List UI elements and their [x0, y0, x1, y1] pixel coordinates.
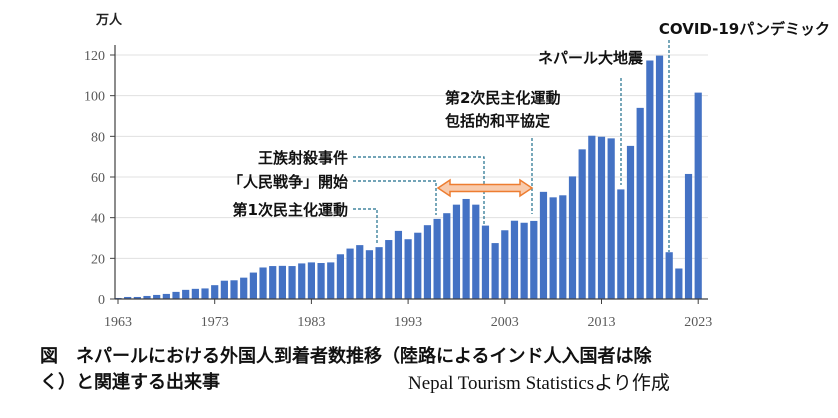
annotation-peoples-war: 「人民戦争」開始: [228, 173, 348, 191]
bar-1971: [191, 288, 199, 299]
bar-2000: [472, 204, 480, 299]
annotation-lines: [353, 40, 670, 252]
bar-2009: [559, 195, 567, 299]
bar-2022: [684, 173, 693, 299]
conflict-period-arrow: [436, 178, 534, 198]
bar-1974: [220, 280, 228, 299]
bar-2002: [491, 243, 499, 299]
caption-line2: く）と関連する出来事: [40, 372, 220, 393]
y-tick-label: 20: [91, 252, 105, 267]
bar-1982: [298, 263, 306, 299]
royal-line: [353, 156, 485, 225]
x-tick-label: 2013: [588, 315, 616, 330]
bar-2003: [501, 230, 509, 299]
annotation-democracy1: 第1次民主化運動: [233, 201, 348, 219]
bar-1968: [162, 293, 170, 299]
bar-2019: [655, 55, 664, 299]
bar-1981: [288, 266, 296, 299]
bar-2001: [481, 225, 490, 299]
bar-1975: [230, 280, 238, 299]
bar-1979: [269, 266, 277, 299]
bar-1970: [182, 289, 190, 299]
annotation-earthquake: ネパール大地震: [538, 49, 644, 67]
x-tick-label: 2003: [491, 315, 519, 330]
peoples-war-line: [353, 180, 437, 215]
y-tick-label: 100: [84, 90, 105, 105]
bar-1993: [404, 239, 412, 299]
bar-1999: [462, 198, 470, 299]
bar-2014: [607, 138, 615, 299]
caption-line1: 図 ネパールにおける外国人到着者数推移（陸路によるインド人入国者は除: [40, 346, 652, 367]
bar-2020: [665, 252, 673, 299]
bar-1984: [317, 263, 325, 299]
annotation-covid: COVID-19パンデミック: [659, 20, 830, 38]
bar-2021: [675, 268, 683, 299]
bar-1990: [375, 247, 383, 299]
bar-1977: [249, 272, 257, 299]
bar-1978: [259, 267, 267, 299]
bar-1973: [211, 285, 219, 299]
bar-2012: [588, 135, 596, 299]
bar-1986: [336, 254, 345, 299]
caption-source: Nepal Tourism Statisticsより作成: [408, 373, 670, 394]
bar-1980: [278, 265, 286, 299]
annotation-royal: 王族射殺事件: [258, 149, 348, 167]
bar-2017: [636, 107, 644, 299]
annotation-democracy2: 第2次民主化運動: [445, 89, 560, 107]
bar-2018: [646, 60, 654, 299]
bar-2013: [597, 136, 606, 299]
bar-1967: [153, 294, 161, 299]
bar-1966: [143, 295, 151, 299]
bar-2015: [617, 189, 625, 299]
bar-1991: [385, 240, 393, 299]
bar-2005: [520, 222, 528, 299]
y-tick-label: 60: [91, 171, 105, 186]
democracy1-line: [353, 208, 378, 245]
bar-1983: [307, 262, 315, 299]
bar-1996: [433, 218, 441, 299]
bar-1988: [356, 245, 364, 299]
bar-1995: [423, 225, 432, 299]
y-tick-label: 80: [91, 130, 105, 145]
bar-1965: [133, 296, 141, 299]
bar-1985: [327, 262, 335, 299]
bar-1987: [346, 248, 354, 299]
x-tick-label: 1983: [297, 315, 325, 330]
y-tick-label: 0: [98, 293, 105, 308]
bar-1976: [240, 277, 248, 299]
bar-2023: [694, 92, 702, 299]
bar-2006: [530, 220, 538, 299]
y-tick-label: 120: [84, 49, 105, 64]
bar-2008: [549, 197, 557, 299]
bar-1972: [201, 288, 209, 299]
x-tick-label: 1973: [201, 315, 229, 330]
bar-2011: [578, 149, 586, 299]
bar-1994: [414, 232, 422, 299]
bar-2004: [510, 220, 519, 299]
bar-2016: [626, 145, 635, 299]
x-tick-label: 1993: [394, 315, 422, 330]
bar-1998: [452, 204, 461, 299]
y-axis-unit: 万人: [95, 12, 123, 28]
bar-2007: [539, 191, 548, 299]
x-tick-label: 1963: [104, 315, 132, 330]
bar-1997: [443, 213, 451, 299]
bar-1969: [172, 291, 180, 299]
bar-1989: [365, 250, 374, 299]
bar-chart: 1963 1973 1983 1993 2003 2013 2023 0 20 40 60 80 10…: [84, 12, 830, 330]
bar-2010: [568, 176, 577, 299]
bar-1992: [394, 230, 403, 299]
y-tick-label: 40: [91, 212, 105, 227]
bar-1964: [124, 296, 132, 299]
annotation-peace: 包括的和平協定: [445, 112, 550, 130]
x-tick-label: 2023: [684, 315, 712, 330]
